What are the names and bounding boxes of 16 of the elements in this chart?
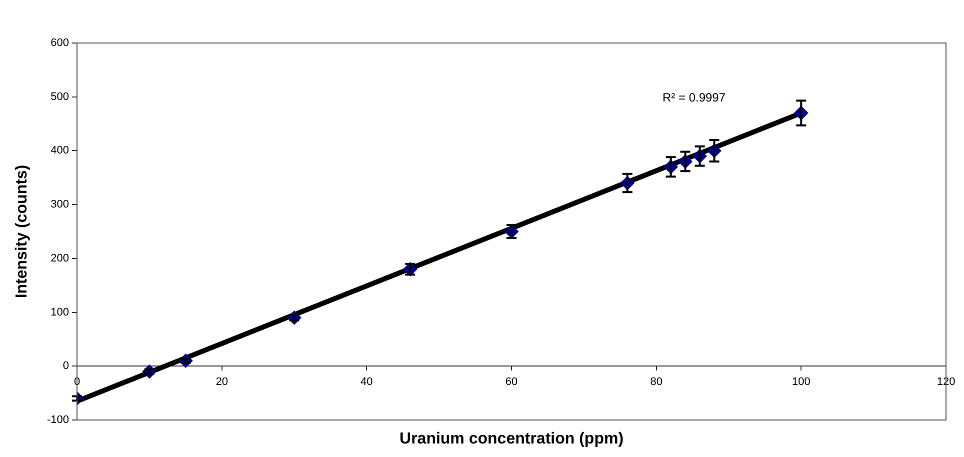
y-tick-label: 600: [50, 37, 70, 50]
y-axis-title: Intensity (counts): [13, 164, 30, 298]
y-tick-label: -100: [46, 414, 70, 426]
x-axis-title: Uranium concentration (ppm): [400, 430, 624, 448]
y-tick-label: 100: [50, 306, 70, 318]
x-tick-label: 80: [650, 376, 662, 388]
y-tick-label: 400: [50, 144, 70, 157]
y-tick-label: 300: [50, 198, 70, 211]
y-tick-label: 0: [62, 360, 70, 372]
x-tick-label: 20: [216, 376, 228, 388]
x-tick-label: 100: [792, 376, 810, 388]
annotation: R² = 0.9997: [662, 90, 726, 104]
y-tick-label: 200: [50, 252, 70, 264]
y-tick-label: 500: [50, 90, 70, 103]
x-tick-label: 40: [360, 376, 373, 388]
x-tick-label: 60: [505, 376, 518, 388]
